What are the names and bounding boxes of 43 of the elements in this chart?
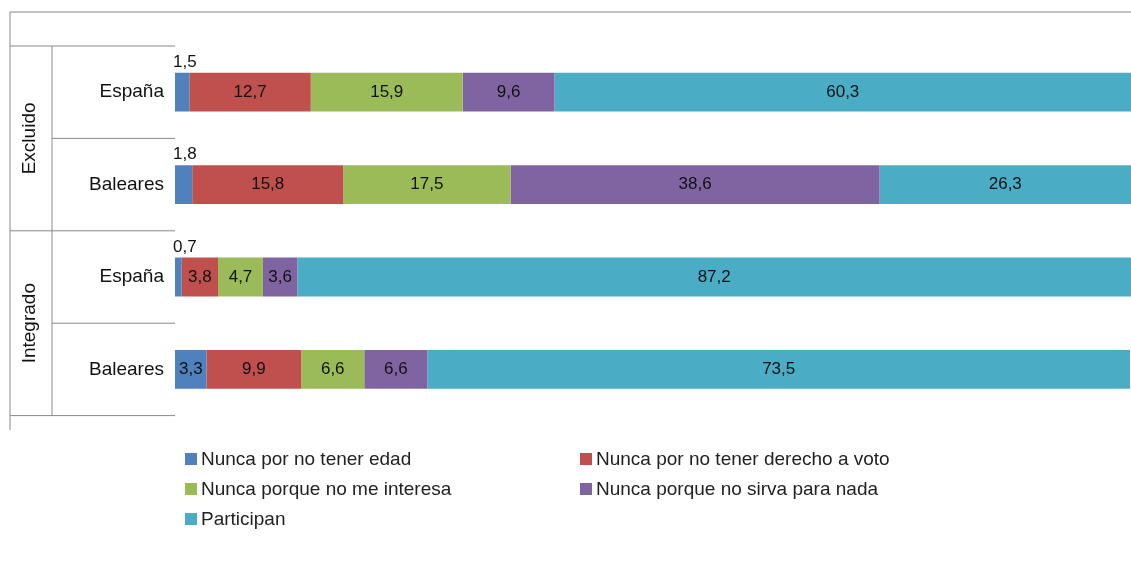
data-label: 4,7	[228, 266, 253, 286]
bar	[301, 350, 365, 389]
bar	[175, 72, 190, 112]
data-label: 6,6	[320, 359, 345, 379]
data-label: 1,8	[173, 144, 197, 164]
data-label: 3,6	[268, 266, 292, 286]
data-label: 17,5	[410, 174, 444, 194]
bar	[343, 165, 511, 204]
bar	[554, 72, 1131, 112]
legend-label: Nunca porque no sirva para nada	[596, 478, 879, 500]
bar	[879, 165, 1131, 204]
data-label: 38,6	[678, 174, 712, 194]
bar	[175, 257, 182, 297]
bar	[175, 350, 207, 389]
legend-label: Nunca por no tener derecho a voto	[596, 448, 890, 470]
data-label: 87,2	[697, 266, 731, 286]
bar	[192, 165, 344, 204]
data-label: 60,3	[826, 81, 860, 101]
data-label: 26,3	[988, 174, 1022, 194]
bar	[175, 165, 193, 204]
data-label: 12,7	[233, 81, 267, 101]
data-label: 0,7	[173, 236, 197, 256]
data-label: 6,6	[384, 359, 408, 379]
bar	[297, 257, 1131, 297]
data-label: 9,6	[496, 81, 521, 101]
legend-label: Nunca por no tener edad	[201, 448, 412, 470]
bar	[510, 165, 880, 204]
bar	[364, 350, 428, 389]
bar	[462, 72, 555, 112]
bar	[310, 72, 463, 112]
legend-label: Participan	[201, 508, 286, 530]
data-label: 3,8	[188, 266, 212, 286]
bar	[218, 257, 263, 297]
data-label: 73,5	[762, 359, 796, 379]
data-label: 1,5	[173, 51, 197, 71]
data-label: 15,8	[251, 174, 285, 194]
data-label: 15,9	[370, 81, 404, 101]
data-label: 9,9	[242, 359, 266, 379]
data-label: 3,3	[178, 359, 203, 379]
bar	[206, 350, 302, 389]
legend-label: Nunca porque no me interesa	[201, 478, 452, 500]
bar	[189, 72, 311, 112]
bar	[427, 350, 1131, 389]
